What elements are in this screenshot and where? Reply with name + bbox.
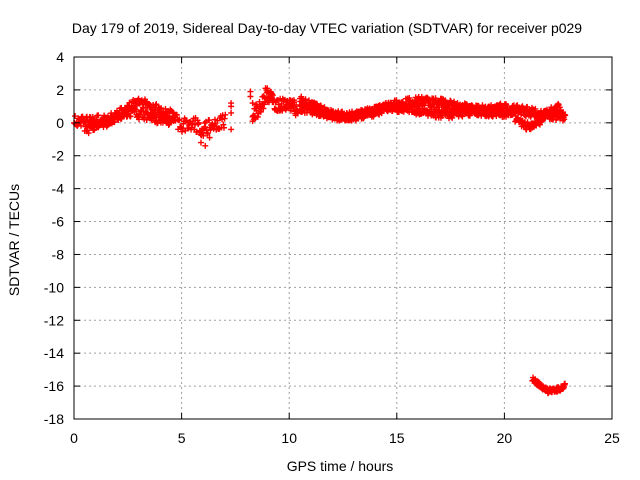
data-point [269, 92, 276, 99]
data-point [562, 112, 569, 119]
data-point [135, 95, 142, 102]
data-point [249, 118, 256, 125]
data-point [279, 107, 286, 114]
y-tick-label: -8 [52, 246, 65, 262]
data-point [512, 106, 519, 113]
data-point [220, 124, 227, 131]
y-tick-label: -6 [52, 214, 65, 230]
data-point [204, 130, 211, 137]
data-point [260, 105, 267, 112]
y-tick-label: -18 [44, 411, 64, 427]
y-axis-label: SDTVAR / TECUs [6, 184, 22, 296]
data-point [108, 113, 115, 120]
data-point [302, 96, 309, 103]
data-point [561, 380, 568, 387]
x-tick-label: 0 [70, 430, 78, 446]
data-point [298, 93, 305, 100]
data-point [228, 126, 235, 133]
y-tick-label: -16 [44, 378, 64, 394]
data-point [262, 85, 269, 92]
y-tick-label: -10 [44, 279, 64, 295]
data-point [264, 88, 271, 95]
data-point [153, 101, 160, 108]
axis-ticks: -18 -16 -14 -12 -10 -8 -6 -4 -2 0 2 4 0 5 10 15 20 25 [44, 49, 620, 446]
data-point [266, 93, 273, 100]
data-point [200, 132, 207, 139]
data-point [458, 112, 465, 119]
x-axis-label: GPS time / hours [287, 458, 394, 474]
data-point [167, 119, 174, 126]
data-point [202, 123, 209, 130]
data-points [71, 85, 569, 397]
data-point [206, 117, 213, 124]
data-point [228, 109, 235, 116]
chart-title: Day 179 of 2019, Sidereal Day-to-day VTE… [72, 20, 582, 36]
x-tick-label: 5 [178, 430, 186, 446]
data-point [532, 105, 539, 112]
data-point [222, 111, 229, 118]
data-point [556, 104, 563, 111]
y-tick-label: -12 [44, 312, 64, 328]
data-point [294, 110, 301, 117]
x-tick-label: 10 [281, 430, 297, 446]
data-point [127, 113, 134, 120]
data-point [195, 119, 202, 126]
x-tick-label: 20 [497, 430, 513, 446]
data-point [435, 107, 442, 114]
data-point [328, 108, 335, 115]
x-tick-label: 15 [389, 430, 405, 446]
data-point [72, 113, 79, 120]
data-point [206, 134, 213, 141]
data-point [202, 142, 209, 149]
data-point [228, 100, 235, 107]
y-tick-label: 4 [56, 49, 64, 65]
data-point [111, 119, 118, 126]
y-tick-label: 2 [56, 82, 64, 98]
x-tick-label: 25 [604, 430, 620, 446]
data-point [77, 122, 84, 129]
y-tick-label: -2 [52, 148, 65, 164]
data-point [176, 116, 183, 123]
data-point [249, 100, 256, 107]
y-tick-label: -14 [44, 345, 64, 361]
data-point [85, 130, 92, 137]
plot-frame [73, 56, 613, 420]
data-point [524, 103, 531, 110]
y-tick-label: 0 [56, 115, 64, 131]
y-tick-label: -4 [52, 181, 65, 197]
data-point [247, 93, 254, 100]
data-point [197, 139, 204, 146]
data-point [95, 112, 102, 119]
